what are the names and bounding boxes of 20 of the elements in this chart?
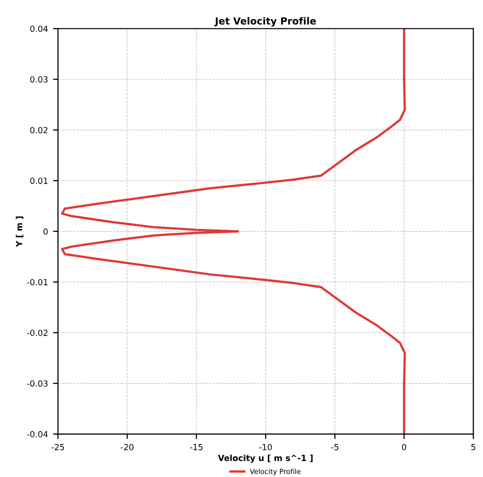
y-tick-label: 0.04 xyxy=(30,26,48,32)
chart-title: Jet Velocity Profile xyxy=(214,17,316,27)
x-tick-label: -10 xyxy=(259,444,272,450)
y-tick-label: 0.03 xyxy=(30,76,48,83)
y-tick-label: 0.02 xyxy=(30,126,48,134)
y-tick-label: -0.04 xyxy=(27,431,48,438)
y-tick-label: 0.01 xyxy=(30,178,48,184)
x-tick-label: -25 xyxy=(52,444,64,450)
y-tick-label: 0 xyxy=(43,228,48,235)
x-tick-label: 0 xyxy=(402,444,406,450)
y-tick-label: -0.01 xyxy=(27,279,48,286)
x-tick-label: -20 xyxy=(120,444,134,450)
y-tick-label: -0.02 xyxy=(27,330,48,336)
x-tick-label: 5 xyxy=(471,444,476,450)
x-tick-label: -5 xyxy=(331,444,338,450)
y-tick-label: -0.03 xyxy=(27,380,48,387)
line-series xyxy=(61,28,406,434)
y-axis-title: Y [ m ] xyxy=(16,216,24,247)
x-tick-label: -15 xyxy=(190,444,202,450)
x-axis-title: Velocity u [ m s^-1 ] xyxy=(218,454,313,463)
